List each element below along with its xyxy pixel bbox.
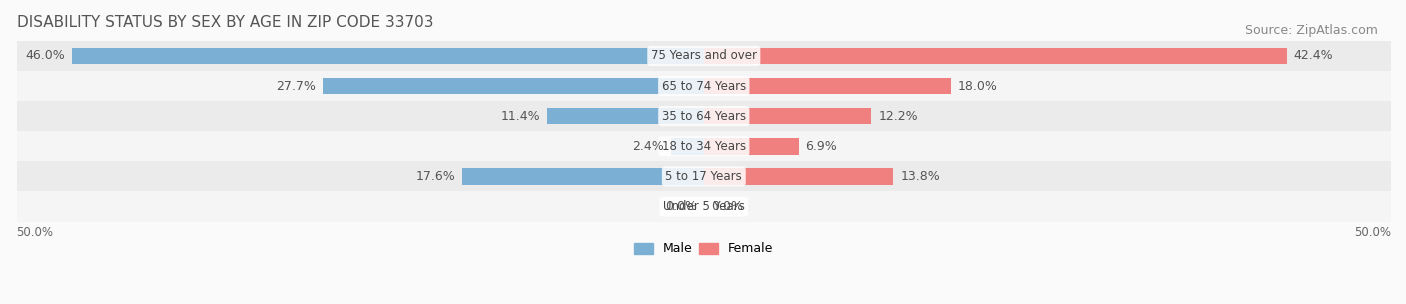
Bar <box>671 138 704 154</box>
Text: Source: ZipAtlas.com: Source: ZipAtlas.com <box>1244 24 1378 37</box>
Text: 0.0%: 0.0% <box>710 200 742 213</box>
Bar <box>704 108 872 124</box>
Bar <box>72 48 704 64</box>
Text: Under 5 Years: Under 5 Years <box>662 200 745 213</box>
Bar <box>704 138 799 154</box>
Bar <box>17 71 1391 101</box>
Bar <box>463 168 704 185</box>
Text: 18.0%: 18.0% <box>957 80 998 92</box>
Bar <box>323 78 704 94</box>
Text: 17.6%: 17.6% <box>415 170 456 183</box>
Bar <box>17 41 1391 71</box>
Bar <box>17 131 1391 161</box>
Text: 50.0%: 50.0% <box>17 226 53 239</box>
Bar <box>547 108 704 124</box>
Text: 2.4%: 2.4% <box>633 140 664 153</box>
Text: 12.2%: 12.2% <box>879 110 918 123</box>
Text: 13.8%: 13.8% <box>900 170 941 183</box>
Bar <box>704 78 952 94</box>
Text: 6.9%: 6.9% <box>806 140 837 153</box>
Text: 0.0%: 0.0% <box>665 200 697 213</box>
Text: 75 Years and over: 75 Years and over <box>651 50 756 62</box>
Text: 5 to 17 Years: 5 to 17 Years <box>665 170 742 183</box>
Bar <box>17 101 1391 131</box>
Text: 11.4%: 11.4% <box>501 110 540 123</box>
Legend: Male, Female: Male, Female <box>630 237 779 261</box>
Text: DISABILITY STATUS BY SEX BY AGE IN ZIP CODE 33703: DISABILITY STATUS BY SEX BY AGE IN ZIP C… <box>17 15 433 30</box>
Text: 42.4%: 42.4% <box>1294 50 1333 62</box>
Bar <box>704 48 1286 64</box>
Bar <box>704 168 893 185</box>
Text: 46.0%: 46.0% <box>25 50 65 62</box>
Text: 50.0%: 50.0% <box>1354 226 1391 239</box>
Text: 65 to 74 Years: 65 to 74 Years <box>662 80 747 92</box>
Text: 35 to 64 Years: 35 to 64 Years <box>662 110 745 123</box>
Bar <box>17 161 1391 192</box>
Text: 18 to 34 Years: 18 to 34 Years <box>662 140 745 153</box>
Text: 27.7%: 27.7% <box>277 80 316 92</box>
Bar <box>17 192 1391 222</box>
